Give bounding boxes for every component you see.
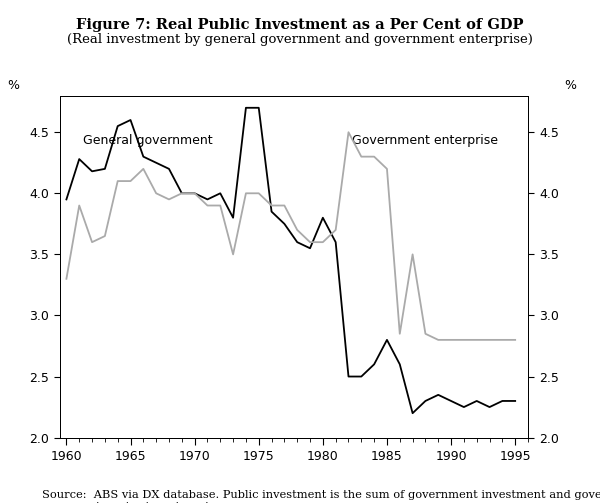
- Text: General government: General government: [83, 134, 213, 147]
- Text: (Real investment by general government and government enterprise): (Real investment by general government a…: [67, 33, 533, 46]
- Text: %: %: [564, 79, 576, 92]
- Text: enterprise investment.: enterprise investment.: [42, 502, 214, 503]
- Text: Figure 7: Real Public Investment as a Per Cent of GDP: Figure 7: Real Public Investment as a Pe…: [76, 18, 524, 32]
- Text: Source:  ABS via DX database. Public investment is the sum of government investm: Source: ABS via DX database. Public inve…: [42, 490, 600, 500]
- Text: Government enterprise: Government enterprise: [352, 134, 499, 147]
- Text: %: %: [7, 79, 19, 92]
